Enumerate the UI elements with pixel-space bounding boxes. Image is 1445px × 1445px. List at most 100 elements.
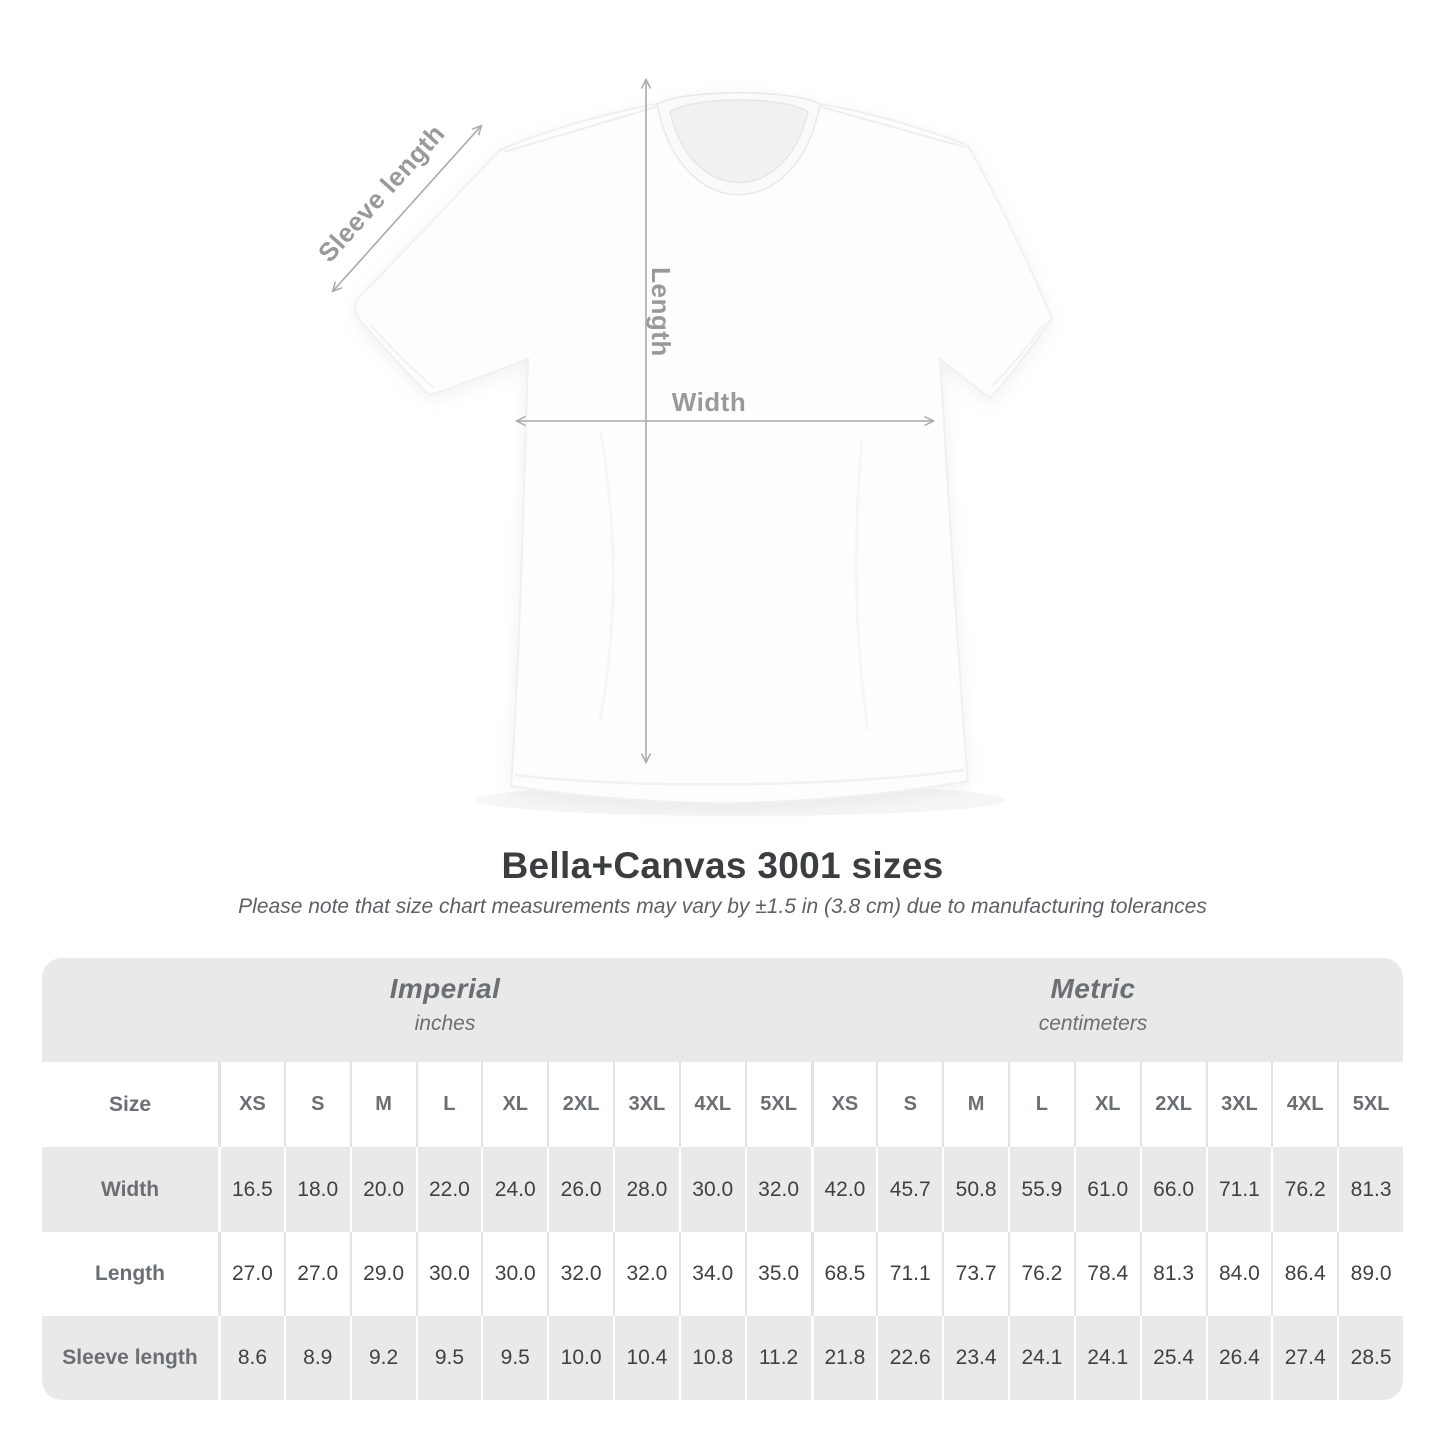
- sleeve-length-imperial-2xl: 10.0: [547, 1316, 613, 1400]
- tshirt-graphic: Sleeve length Length Width: [311, 77, 1054, 805]
- size-column-metric-m: M: [942, 1062, 1008, 1147]
- tshirt-measurement-diagram: Sleeve length Length Width: [311, 77, 1054, 805]
- size-table-grid: Size XS S M L XL 2XL 3XL 4XL 5XL XS S M L XL 2XL 3XL 4XL 5…: [42, 1062, 1403, 1400]
- length-metric-xs: 68.5: [810, 1232, 877, 1316]
- size-column-metric-3xl: 3XL: [1205, 1062, 1272, 1147]
- length-imperial-3xl: 32.0: [613, 1232, 679, 1316]
- width-label: Width: [672, 387, 746, 417]
- size-column-metric-4xl: 4XL: [1271, 1062, 1337, 1147]
- width-metric-l: 55.9: [1008, 1147, 1074, 1232]
- length-metric-l: 76.2: [1008, 1232, 1074, 1316]
- sleeve-length-metric-l: 24.1: [1008, 1316, 1074, 1400]
- size-column-metric-2xl: 2XL: [1139, 1062, 1206, 1147]
- length-label: Length: [646, 267, 676, 357]
- measurement-row-width: Width 16.5 18.0 20.0 22.0 24.0 26.0 28.0 30.0 32.…: [42, 1147, 1403, 1232]
- tshirt-body: [354, 91, 1054, 805]
- size-column-imperial-s: S: [283, 1062, 350, 1147]
- sleeve-length-arrow: [331, 124, 483, 293]
- width-metric-5xl: 81.3: [1337, 1147, 1403, 1232]
- page-title: Bella+Canvas 3001 sizes: [501, 845, 944, 886]
- length-metric-5xl: 89.0: [1337, 1232, 1403, 1316]
- length-imperial-5xl: 35.0: [744, 1232, 811, 1316]
- size-column-imperial-m: M: [349, 1062, 416, 1147]
- sleeve-length-metric-3xl: 26.4: [1205, 1316, 1272, 1400]
- imperial-section-header: Imperial inches: [390, 973, 501, 1036]
- table-header-band: Imperial inches Metric centimeters: [42, 958, 1403, 1062]
- width-metric-xl: 61.0: [1073, 1147, 1140, 1232]
- size-column-metric-5xl: 5XL: [1337, 1062, 1403, 1147]
- width-metric-3xl: 71.1: [1205, 1147, 1272, 1232]
- size-column-imperial-xs: XS: [218, 1062, 284, 1147]
- length-metric-3xl: 84.0: [1205, 1232, 1272, 1316]
- size-table: Imperial inches Metric centimeters Size X…: [42, 958, 1403, 1400]
- width-metric-2xl: 66.0: [1139, 1147, 1206, 1232]
- width-imperial-xl: 24.0: [481, 1147, 547, 1232]
- metric-unit: centimeters: [1038, 1012, 1148, 1035]
- measurement-row-length: Length 27.0 27.0 29.0 30.0 30.0 32.0 32.0 34.0 35…: [42, 1232, 1403, 1316]
- tshirt-collar: [656, 92, 821, 196]
- size-column-imperial-3xl: 3XL: [613, 1062, 679, 1147]
- length-imperial-s: 27.0: [283, 1232, 350, 1316]
- width-metric-4xl: 76.2: [1271, 1147, 1337, 1232]
- sleeve-length-metric-2xl: 25.4: [1139, 1316, 1206, 1400]
- sleeve-length-imperial-s: 8.9: [283, 1316, 350, 1400]
- sleeve-length-metric-s: 22.6: [876, 1316, 942, 1400]
- size-column-imperial-4xl: 4XL: [678, 1062, 745, 1147]
- metric-section-header: Metric centimeters: [1039, 973, 1148, 1036]
- measurement-row-sleeve-length: Sleeve length 8.6 8.9 9.2 9.5 9.5 10.0 10.4 10.8…: [42, 1316, 1403, 1400]
- width-metric-m: 50.8: [942, 1147, 1008, 1232]
- width-imperial-m: 20.0: [349, 1147, 416, 1232]
- sleeve-length-metric-5xl: 28.5: [1337, 1316, 1403, 1400]
- tolerance-note: Please note that size chart measurements…: [238, 895, 1207, 918]
- length-imperial-4xl: 34.0: [678, 1232, 745, 1316]
- imperial-unit: inches: [414, 1012, 476, 1035]
- size-header-row: Size XS S M L XL 2XL 3XL 4XL 5XL XS S M L XL 2XL 3XL 4XL 5…: [42, 1062, 1403, 1147]
- size-column-metric-s: S: [876, 1062, 942, 1147]
- row-label-width: Width: [100, 1177, 160, 1201]
- sleeve-length-imperial-4xl: 10.8: [678, 1316, 745, 1400]
- length-imperial-xs: 27.0: [218, 1232, 284, 1316]
- length-metric-s: 71.1: [876, 1232, 942, 1316]
- sleeve-length-metric-m: 23.4: [942, 1316, 1008, 1400]
- size-column-metric-l: L: [1008, 1062, 1074, 1147]
- sleeve-length-metric-4xl: 27.4: [1271, 1316, 1337, 1400]
- row-label-length: Length: [95, 1262, 165, 1285]
- length-imperial-2xl: 32.0: [547, 1232, 613, 1316]
- sleeve-length-imperial-xl: 9.5: [481, 1316, 547, 1400]
- metric-title: Metric: [1050, 973, 1136, 1004]
- length-metric-4xl: 86.4: [1271, 1232, 1337, 1316]
- sleeve-length-imperial-xs: 8.6: [218, 1316, 284, 1400]
- width-imperial-2xl: 26.0: [547, 1147, 613, 1232]
- length-metric-xl: 78.4: [1073, 1232, 1140, 1316]
- size-column-imperial-l: L: [415, 1062, 482, 1147]
- sleeve-length-imperial-5xl: 11.2: [744, 1316, 811, 1400]
- length-imperial-m: 29.0: [349, 1232, 416, 1316]
- tshirt-seams: [369, 105, 1045, 786]
- sleeve-length-metric-xs: 21.8: [810, 1316, 877, 1400]
- sleeve-length-metric-xl: 24.1: [1073, 1316, 1140, 1400]
- size-column-imperial-5xl: 5XL: [744, 1062, 811, 1147]
- length-metric-m: 73.7: [942, 1232, 1008, 1316]
- width-imperial-4xl: 30.0: [678, 1147, 745, 1232]
- width-imperial-xs: 16.5: [218, 1147, 284, 1232]
- size-column-metric-xs: XS: [810, 1062, 877, 1147]
- width-imperial-5xl: 32.0: [744, 1147, 811, 1232]
- measurement-arrows: [331, 77, 936, 765]
- size-corner-label: Size: [108, 1092, 152, 1116]
- width-metric-xs: 42.0: [810, 1147, 877, 1232]
- imperial-title: Imperial: [389, 973, 501, 1004]
- size-column-metric-xl: XL: [1073, 1062, 1140, 1147]
- length-metric-2xl: 81.3: [1139, 1232, 1206, 1316]
- sleeve-length-imperial-l: 9.5: [415, 1316, 482, 1400]
- length-imperial-xl: 30.0: [481, 1232, 547, 1316]
- width-imperial-l: 22.0: [415, 1147, 482, 1232]
- size-column-imperial-2xl: 2XL: [547, 1062, 613, 1147]
- row-label-sleeve-length: Sleeve length: [62, 1346, 198, 1369]
- width-metric-s: 45.7: [876, 1147, 942, 1232]
- width-imperial-s: 18.0: [283, 1147, 350, 1232]
- width-imperial-3xl: 28.0: [613, 1147, 679, 1232]
- sleeve-length-imperial-3xl: 10.4: [613, 1316, 679, 1400]
- size-column-imperial-xl: XL: [481, 1062, 547, 1147]
- length-imperial-l: 30.0: [415, 1232, 482, 1316]
